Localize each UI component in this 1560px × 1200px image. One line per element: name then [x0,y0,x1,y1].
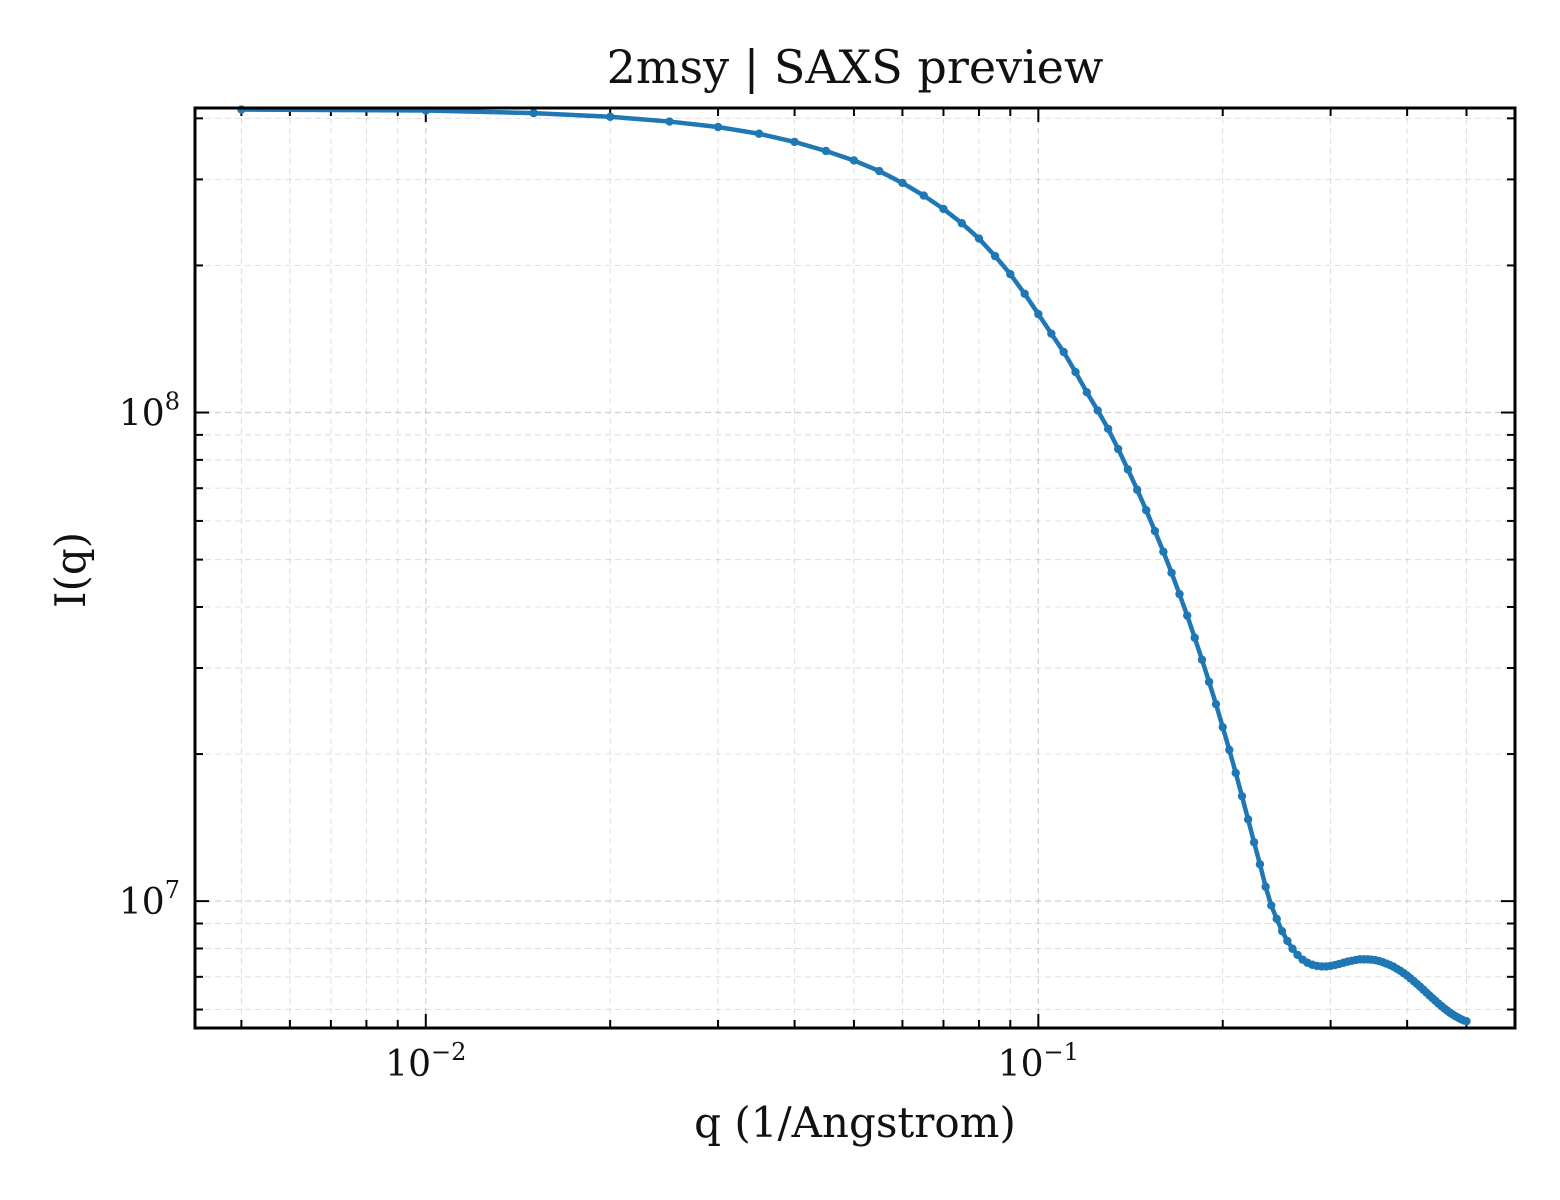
data-point [713,122,723,132]
data-point [605,112,615,121]
x-axis-label: q (1/Angstrom) [694,1098,1016,1147]
data-point [821,146,831,156]
data-point [665,117,674,126]
data-point [1283,936,1292,946]
data-point [1175,589,1184,599]
data-point [1071,367,1080,377]
data-point [1059,347,1068,357]
data-point [1082,388,1092,397]
data-point [1255,860,1265,869]
data-point [1047,329,1056,338]
data-point [529,108,538,118]
data-point [1249,838,1259,847]
data-point [1272,914,1281,924]
data-point [1159,547,1168,556]
data-point [1142,506,1151,515]
data-point [1288,944,1297,953]
y-tick-label-exponent: 7 [165,876,180,904]
data-point [1243,815,1253,824]
x-tick-label-base: 10 [998,1044,1044,1085]
data-point [919,191,928,200]
series-layer [237,105,1471,1026]
data-point [1006,269,1015,279]
x-tick-label: 10−2 [385,1038,466,1085]
data-point [974,234,984,243]
data-point [790,137,799,147]
y-tick-label: 108 [119,388,180,435]
data-point [754,129,764,138]
y-tick-label-exponent: 8 [165,388,180,416]
data-point [1123,465,1133,474]
labels-layer: 2msy | SAXS preview q (1/Angstrom) I(q) [46,40,1103,1147]
data-point [1150,526,1160,536]
x-tick-label-exponent: −2 [431,1038,466,1066]
y-tick-label-base: 10 [119,882,165,923]
data-point [898,178,907,188]
x-tick-label-base: 10 [385,1044,431,1085]
data-point [1103,424,1113,434]
x-tick-label-exponent: −1 [1044,1038,1079,1066]
data-point [875,166,884,176]
chart-title: 2msy | SAXS preview [607,40,1104,94]
data-point [1093,406,1102,415]
data-point [1237,791,1247,801]
data-point [1034,309,1043,319]
data-point [1267,901,1276,910]
data-point [849,156,859,165]
data-point [1197,655,1207,664]
data-point [1211,699,1221,709]
data-point [939,204,948,214]
data-point [1261,882,1270,891]
plot-frame [193,106,1517,1030]
data-point [1277,926,1287,936]
grid-layer [195,108,1515,1028]
y-axis-label: I(q) [46,532,95,608]
data-point [1462,1016,1471,1026]
data-point [1204,677,1214,687]
data-point [1167,568,1176,577]
data-point [1020,289,1029,298]
data-point [1190,633,1199,642]
data-point [1113,444,1123,454]
data-point [957,219,967,228]
data-point [1218,722,1227,732]
data-point [1183,611,1192,620]
y-tick-label-base: 10 [119,394,165,435]
y-tick-label: 107 [119,876,180,923]
data-point [1225,745,1234,755]
data-point [990,251,1000,261]
data-point [1231,768,1240,778]
data-point [1132,485,1142,494]
x-tick-label: 10−1 [998,1038,1079,1085]
